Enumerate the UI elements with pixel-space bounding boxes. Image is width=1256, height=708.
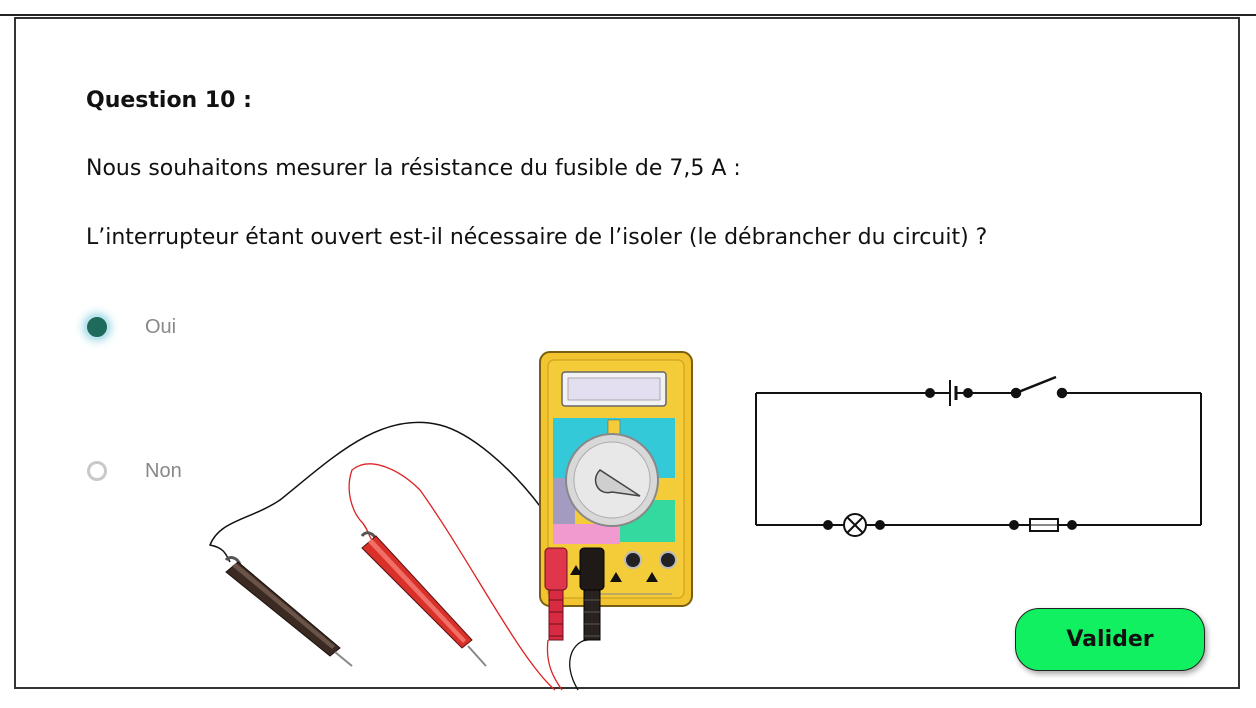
option-non-label: Non	[145, 459, 182, 482]
open-switch-symbol	[1010, 375, 1068, 399]
black-cable	[208, 421, 594, 641]
black-cable-2	[569, 639, 589, 691]
black-probe	[224, 556, 353, 667]
option-non[interactable]: Non	[84, 456, 182, 486]
radio-oui[interactable]	[87, 317, 107, 337]
lamp-symbol	[823, 513, 885, 537]
question-title: Question 10 :	[86, 88, 252, 113]
fuse-symbol	[1009, 518, 1077, 532]
red-cable	[348, 463, 556, 691]
validate-button[interactable]: Valider	[1015, 608, 1205, 671]
red-probe	[360, 531, 487, 667]
top-divider	[0, 14, 1256, 16]
red-connector	[544, 547, 568, 641]
red-cable-2	[546, 639, 563, 691]
battery-symbol	[925, 380, 973, 406]
question-prompt: L’interrupteur étant ouvert est-il néces…	[86, 225, 988, 250]
radio-non[interactable]	[87, 461, 107, 481]
question-statement: Nous souhaitons mesurer la résistance du…	[86, 156, 741, 181]
option-oui[interactable]: Oui	[84, 312, 176, 342]
option-oui-label: Oui	[145, 315, 177, 338]
multimeter	[539, 351, 693, 607]
black-connector	[579, 547, 605, 641]
circuit-diagram	[755, 392, 1202, 526]
